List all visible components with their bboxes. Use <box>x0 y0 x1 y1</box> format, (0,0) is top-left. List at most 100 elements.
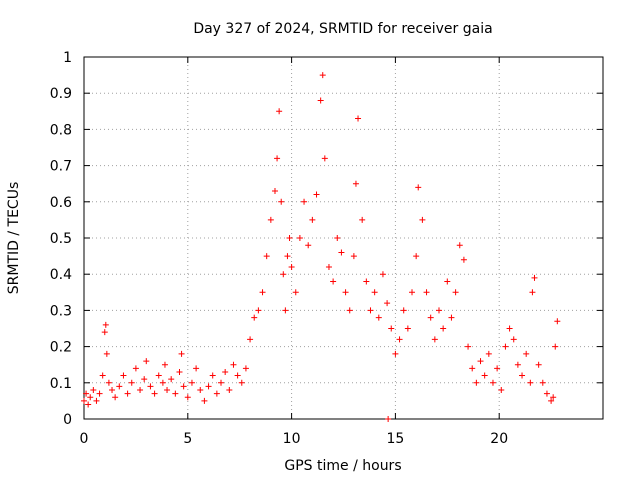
data-point <box>172 390 179 397</box>
data-point <box>313 191 320 198</box>
data-point <box>510 336 517 343</box>
y-tick-label: 1 <box>63 50 72 66</box>
data-point <box>352 180 359 187</box>
x-tick-label: 5 <box>183 431 192 447</box>
y-axis-label: SRMTID / TECUs <box>6 182 22 295</box>
data-point <box>276 108 283 115</box>
plot-frame <box>83 56 604 420</box>
data-point <box>523 350 530 357</box>
data-point <box>282 307 289 314</box>
y-tick-label: 0.1 <box>50 376 72 392</box>
data-point <box>101 329 108 336</box>
data-point <box>359 216 366 223</box>
data-point <box>188 379 195 386</box>
data-point <box>384 300 391 307</box>
data-point <box>109 387 116 394</box>
data-point <box>288 263 295 270</box>
data-point <box>102 321 109 328</box>
data-point <box>514 361 521 368</box>
data-point <box>213 390 220 397</box>
data-point <box>481 372 488 379</box>
data-point <box>137 387 144 394</box>
data-point <box>112 394 119 401</box>
data-point <box>151 390 158 397</box>
axis-ticks: 00.10.20.30.40.50.60.70.80.910 5 10 15 20 <box>50 50 603 447</box>
data-point <box>552 343 559 350</box>
data-point <box>286 235 293 241</box>
data-point <box>234 372 241 379</box>
data-point <box>271 187 278 194</box>
data-point <box>355 115 362 122</box>
data-point <box>423 289 430 296</box>
y-tick-label: 0.3 <box>50 303 72 319</box>
data-point <box>431 336 438 343</box>
y-tick-label: 0.6 <box>50 195 72 211</box>
data-point <box>529 289 536 296</box>
data-point <box>164 387 171 394</box>
y-tick-label: 0.8 <box>50 122 72 138</box>
data-point <box>531 274 538 281</box>
data-point <box>506 325 513 332</box>
data-point <box>473 379 480 386</box>
data-point <box>309 216 316 223</box>
data-point <box>367 307 374 314</box>
data-point <box>444 278 451 285</box>
data-point <box>317 97 324 104</box>
grid-lines <box>84 57 603 419</box>
data-point <box>325 263 332 270</box>
data-point <box>263 253 270 260</box>
data-point <box>305 242 312 249</box>
data-point <box>494 365 501 372</box>
data-point <box>278 198 285 205</box>
data-point <box>539 379 546 386</box>
data-point <box>292 289 299 296</box>
data-point <box>301 198 308 205</box>
x-tick-label: 15 <box>386 431 404 447</box>
data-point <box>193 365 200 372</box>
data-point <box>280 271 287 278</box>
data-point <box>103 350 110 357</box>
x-tick-label: 10 <box>283 431 301 447</box>
data-point <box>83 390 90 397</box>
data-point <box>143 358 150 365</box>
data-point <box>363 278 370 285</box>
data-point <box>489 379 496 386</box>
data-point <box>259 289 266 296</box>
data-point <box>396 336 403 343</box>
data-point <box>147 383 154 390</box>
data-point <box>85 401 92 408</box>
data-point <box>548 397 555 404</box>
y-tick-label: 0.5 <box>50 231 72 247</box>
data-point <box>519 372 526 379</box>
data-point <box>350 253 357 260</box>
data-point <box>404 325 411 332</box>
data-point <box>469 365 476 372</box>
y-tick-label: 0.7 <box>50 159 72 175</box>
y-tick-label: 0.9 <box>50 86 72 102</box>
chart-title: Day 327 of 2024, SRMTID for receiver gai… <box>193 21 492 37</box>
data-points <box>81 72 561 422</box>
data-point <box>485 350 492 357</box>
data-point <box>242 365 249 372</box>
data-point <box>96 390 103 397</box>
data-point <box>274 155 281 162</box>
data-point <box>456 242 463 249</box>
data-point <box>197 387 204 394</box>
data-point <box>184 394 191 401</box>
data-point <box>116 383 123 390</box>
data-point <box>319 72 326 79</box>
data-point <box>427 314 434 321</box>
data-point <box>296 235 303 241</box>
data-point <box>132 365 139 372</box>
data-point <box>346 307 353 314</box>
data-point <box>448 314 455 321</box>
data-point <box>218 379 225 386</box>
y-tick-label: 0 <box>63 412 72 428</box>
data-point <box>527 379 534 386</box>
data-point <box>413 253 420 260</box>
data-point <box>440 325 447 332</box>
data-point <box>550 394 557 401</box>
data-point <box>99 372 106 379</box>
y-tick-label: 0.2 <box>50 340 72 356</box>
